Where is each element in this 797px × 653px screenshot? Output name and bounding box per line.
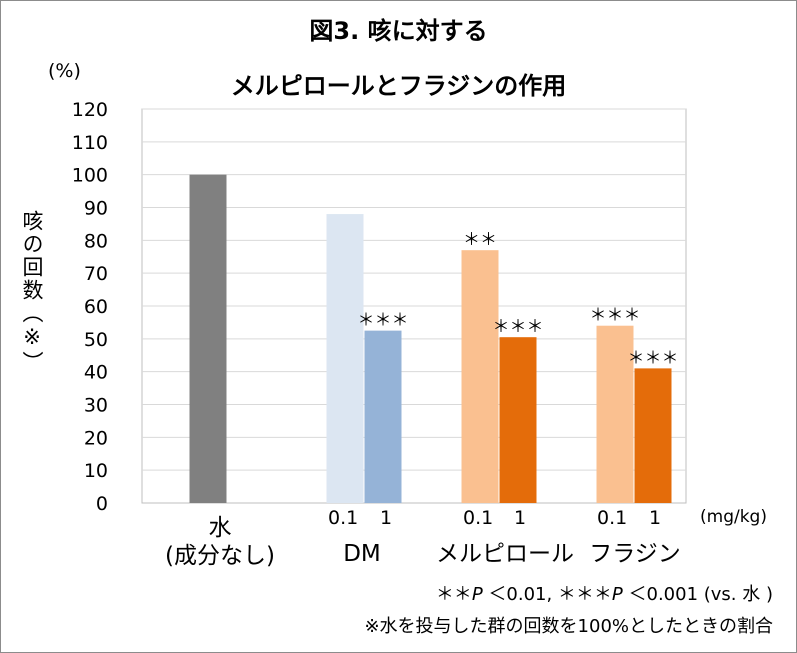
dose-label-furazine-low: 0.1: [597, 507, 628, 529]
dose-label-furazine-high: 1: [649, 507, 662, 529]
y-tick-label: 10: [84, 460, 108, 482]
significance-note: ＊＊P ＜0.01, ＊＊＊P ＜0.001 (vs. 水 ): [436, 580, 773, 606]
y-tick-label: 80: [84, 230, 108, 252]
y-tick-label: 100: [72, 165, 108, 187]
bar: [364, 330, 402, 503]
sig-prefix-1: ＊＊: [435, 584, 472, 605]
y-tick-label: 110: [72, 132, 108, 154]
category-label-water: 水 (成分なし): [150, 514, 290, 570]
sig-p-2: P: [611, 584, 623, 605]
y-tick-label: 20: [84, 427, 108, 449]
dose-label-dm-high: 1: [380, 507, 393, 529]
sig-p-1: P: [471, 584, 483, 605]
bar: [499, 337, 537, 503]
category-label-water-line2: (成分なし): [165, 543, 275, 569]
dose-label-melpyrrole-high: 1: [514, 507, 527, 529]
significance-marker: ＊＊＊: [590, 306, 641, 326]
footnote: ※水を投与した群の回数を100%としたときの割合: [364, 616, 773, 637]
y-tick-label: 90: [84, 198, 108, 220]
category-label-dm: DM: [343, 541, 381, 567]
y-tick-label: 60: [84, 296, 108, 318]
y-tick-label: 40: [84, 362, 108, 384]
y-axis-unit: (%): [48, 60, 81, 82]
y-axis-label: 咳の回数（※）: [20, 210, 44, 374]
dose-label-melpyrrole-low: 0.1: [463, 507, 494, 529]
sig-end: ＜0.001 (vs. 水 ): [622, 584, 774, 605]
significance-marker: ＊＊＊: [493, 317, 544, 337]
bar: [461, 250, 499, 503]
y-tick-label: 120: [72, 99, 108, 121]
bar: [596, 325, 634, 503]
sig-mid: ＜0.01, ＊＊＊: [482, 584, 612, 605]
y-tick-label: 0: [96, 493, 108, 515]
category-label-water-line1: 水: [208, 515, 232, 541]
dose-label-dm-low: 0.1: [328, 507, 359, 529]
significance-marker: ＊＊＊: [628, 348, 679, 368]
bar: [189, 174, 227, 503]
chart-title-line2: メルピロールとフラジンの作用: [230, 72, 567, 100]
y-tick-label: 70: [84, 263, 108, 285]
dose-unit-label: (mg/kg): [700, 507, 767, 527]
y-tick-label: 30: [84, 395, 108, 417]
significance-marker: ＊＊: [463, 230, 497, 250]
category-label-furazine: フラジン: [589, 541, 681, 567]
significance-marker: ＊＊＊: [358, 311, 409, 331]
bar: [326, 214, 364, 504]
bar: [634, 368, 672, 503]
chart-title-line1: 図3. 咳に対する: [309, 17, 488, 45]
category-label-melpyrrole: メルピロール: [436, 541, 574, 567]
y-tick-label: 50: [84, 329, 108, 351]
